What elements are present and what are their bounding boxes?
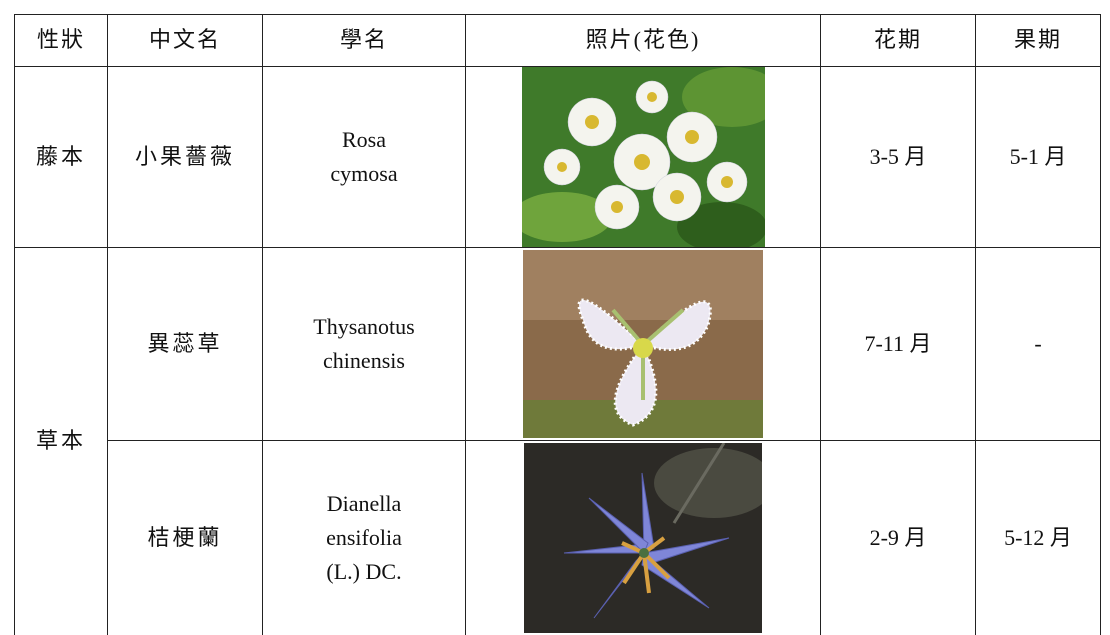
fruiting: 5-1 月 [975, 66, 1101, 248]
header-cell: 果期 [975, 14, 1101, 67]
row: 桔梗蘭 Dianella ensifolia (L.) DC. 2-9 月 5-12… [15, 440, 1101, 635]
photo-rose [521, 67, 765, 247]
header-row: 性狀 中文名 學名 照片(花色) 花期 果期 [14, 14, 1101, 67]
row: 草本 異蕊草 Thysanotus chinensis 7-11 月 - [14, 247, 1101, 635]
chinese-name: 小果薔薇 [107, 66, 263, 248]
fruiting: - [975, 247, 1101, 441]
name-line: cymosa [330, 161, 398, 186]
habit: 藤本 [14, 66, 108, 248]
scientific-name: Rosa cymosa [262, 66, 466, 248]
header-cell: 中文名 [107, 14, 263, 67]
species-table: 性狀 中文名 學名 照片(花色) 花期 果期 藤本 小果薔薇 Rosa cymos… [14, 14, 1101, 635]
photo-thysanotus [523, 250, 763, 438]
name-line: chinensis [323, 348, 405, 373]
header-cell: 照片(花色) [465, 14, 821, 67]
header-cell: 花期 [820, 14, 976, 67]
name-line: Dianella [326, 490, 402, 516]
photo-dianella [524, 442, 762, 633]
flowering: 7-11 月 [820, 247, 976, 441]
row: 藤本 小果薔薇 Rosa cymosa 3-5 月 5-1 月 [14, 66, 1101, 248]
header-cell: 學名 [262, 14, 466, 67]
name-line: Thysanotus [313, 313, 415, 339]
photo-cell [465, 247, 821, 441]
name-line: (L.) DC. [326, 558, 402, 584]
name-line: ensifolia [326, 524, 402, 550]
photo-cell [465, 440, 821, 635]
chinese-name: 桔梗蘭 [107, 440, 263, 635]
header-cell: 性狀 [14, 14, 108, 67]
chinese-name: 異蕊草 [107, 247, 263, 441]
name-line: Rosa [342, 126, 386, 152]
flowering: 3-5 月 [820, 66, 976, 248]
flowering: 2-9 月 [820, 440, 976, 635]
scientific-name: Dianella ensifolia (L.) DC. [262, 440, 466, 635]
photo-cell [465, 66, 821, 248]
scientific-name: Thysanotus chinensis [262, 247, 466, 441]
fruiting: 5-12 月 [975, 440, 1101, 635]
habit: 草本 [14, 247, 108, 635]
